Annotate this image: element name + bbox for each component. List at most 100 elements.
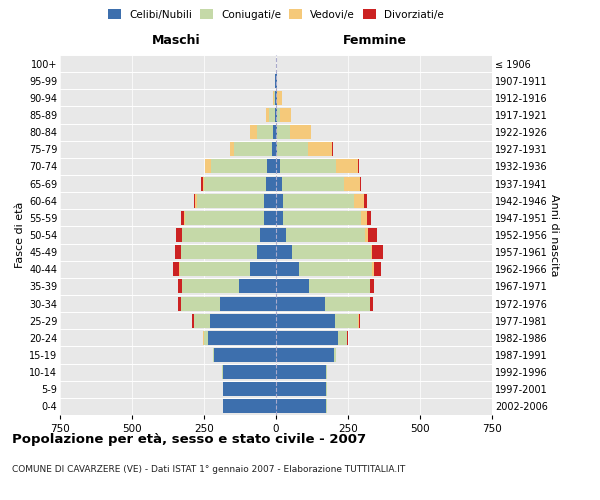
Bar	[368, 228, 377, 242]
Bar	[367, 211, 371, 225]
Bar	[182, 280, 239, 293]
Bar	[283, 194, 354, 207]
Bar	[220, 296, 276, 310]
Bar	[273, 125, 276, 139]
Bar	[266, 108, 269, 122]
Bar	[286, 228, 365, 242]
Bar	[178, 296, 181, 310]
Bar	[276, 125, 277, 139]
Bar	[265, 194, 276, 207]
Bar	[250, 262, 276, 276]
Bar	[250, 125, 257, 139]
Bar	[185, 211, 265, 225]
Bar	[276, 160, 280, 173]
Bar	[276, 262, 299, 276]
Bar	[205, 160, 211, 173]
Bar	[334, 348, 337, 362]
Bar	[176, 228, 182, 242]
Bar	[299, 262, 373, 276]
Bar	[260, 228, 276, 242]
Bar	[290, 125, 311, 139]
Bar	[204, 176, 266, 190]
Bar	[269, 108, 275, 122]
Bar	[193, 314, 194, 328]
Bar	[337, 160, 358, 173]
Bar	[210, 314, 276, 328]
Bar	[194, 314, 210, 328]
Bar	[292, 245, 371, 259]
Bar	[181, 211, 184, 225]
Bar	[374, 262, 381, 276]
Bar	[203, 176, 204, 190]
Legend: Celibi/Nubili, Coniugati/e, Vedovi/e, Divorziati/e: Celibi/Nubili, Coniugati/e, Vedovi/e, Di…	[104, 5, 448, 24]
Bar	[277, 142, 308, 156]
Bar	[365, 228, 368, 242]
Bar	[272, 142, 276, 156]
Bar	[234, 142, 272, 156]
Bar	[268, 160, 276, 173]
Bar	[276, 314, 335, 328]
Text: Femmine: Femmine	[343, 34, 407, 48]
Bar	[175, 245, 181, 259]
Bar	[276, 280, 309, 293]
Bar	[184, 211, 185, 225]
Bar	[308, 142, 332, 156]
Bar	[309, 280, 370, 293]
Bar	[276, 365, 326, 379]
Bar	[230, 142, 234, 156]
Bar	[182, 228, 260, 242]
Bar	[239, 280, 276, 293]
Bar	[265, 211, 276, 225]
Bar	[354, 194, 364, 207]
Bar	[276, 382, 326, 396]
Bar	[282, 176, 344, 190]
Bar	[223, 382, 276, 396]
Bar	[277, 125, 290, 139]
Bar	[277, 108, 280, 122]
Bar	[364, 194, 367, 207]
Bar	[194, 194, 196, 207]
Bar	[181, 296, 220, 310]
Bar	[204, 331, 208, 345]
Bar	[276, 194, 283, 207]
Bar	[212, 348, 214, 362]
Bar	[373, 245, 383, 259]
Bar	[276, 400, 326, 413]
Bar	[326, 365, 327, 379]
Bar	[371, 245, 373, 259]
Bar	[274, 91, 275, 105]
Bar	[338, 331, 347, 345]
Bar	[257, 125, 273, 139]
Bar	[276, 211, 283, 225]
Bar	[276, 228, 286, 242]
Text: Popolazione per età, sesso e stato civile - 2007: Popolazione per età, sesso e stato civil…	[12, 432, 366, 446]
Bar	[325, 296, 370, 310]
Bar	[359, 314, 360, 328]
Bar	[266, 176, 276, 190]
Bar	[277, 91, 282, 105]
Bar	[280, 108, 291, 122]
Bar	[223, 365, 276, 379]
Bar	[276, 296, 325, 310]
Y-axis label: Anni di nascita: Anni di nascita	[549, 194, 559, 276]
Text: COMUNE DI CAVARZERE (VE) - Dati ISTAT 1° gennaio 2007 - Elaborazione TUTTITALIA.: COMUNE DI CAVARZERE (VE) - Dati ISTAT 1°…	[12, 466, 405, 474]
Bar	[257, 245, 276, 259]
Bar	[373, 262, 374, 276]
Bar	[214, 348, 276, 362]
Bar	[283, 211, 361, 225]
Bar	[344, 176, 359, 190]
Bar	[276, 142, 277, 156]
Bar	[179, 262, 250, 276]
Bar	[273, 91, 274, 105]
Bar	[211, 160, 268, 173]
Bar	[178, 280, 182, 293]
Bar	[335, 314, 358, 328]
Bar	[223, 400, 276, 413]
Bar	[197, 194, 265, 207]
Bar	[181, 245, 257, 259]
Bar	[359, 176, 361, 190]
Bar	[208, 331, 276, 345]
Bar	[276, 176, 282, 190]
Bar	[361, 211, 367, 225]
Bar	[280, 160, 337, 173]
